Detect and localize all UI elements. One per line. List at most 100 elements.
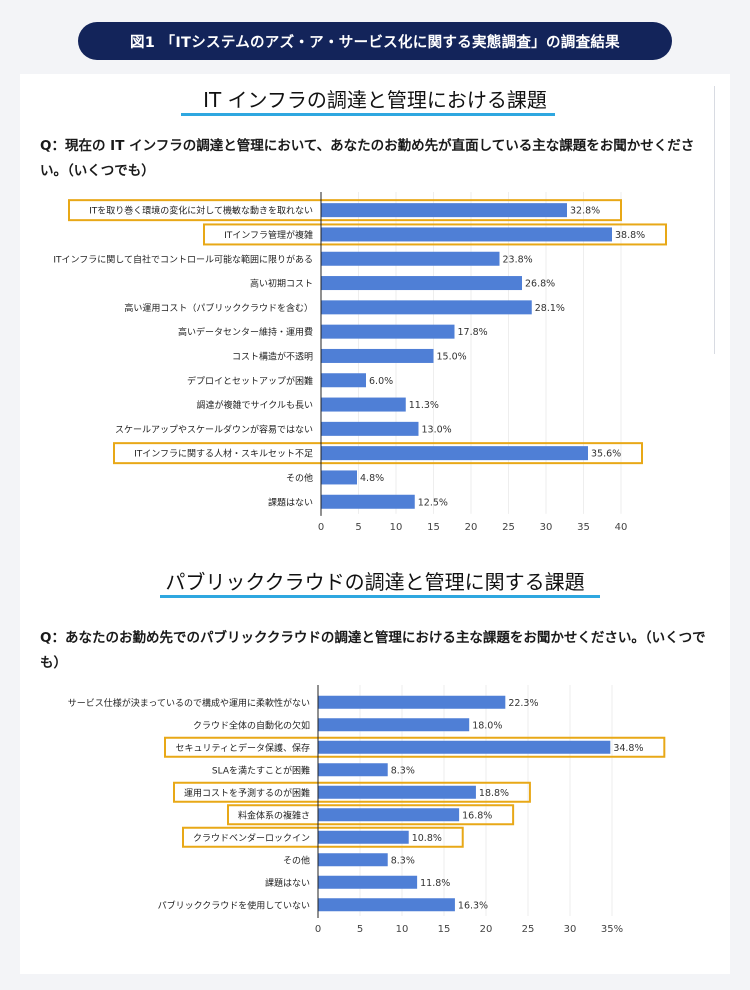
category-label: 運用コストを予測するのが困難 — [184, 787, 310, 799]
value-label: 6.0% — [369, 376, 393, 387]
highlight-box — [182, 826, 464, 848]
category-label: ITインフラ管理が複雑 — [224, 229, 313, 241]
category-label: その他 — [286, 472, 313, 484]
value-label: 32.8% — [570, 206, 600, 217]
bar — [321, 300, 532, 315]
bar — [318, 695, 506, 709]
bar — [321, 494, 415, 509]
chart-public-cloud: サービス仕様が決まっているので構成や運用に柔軟性がない 22.3% クラウド全体の自… — [68, 685, 666, 935]
x-tick-label: 25 — [502, 522, 515, 533]
value-label: 28.1% — [535, 303, 565, 314]
bar — [318, 853, 388, 867]
value-label: 11.8% — [420, 878, 450, 889]
value-label: 15.0% — [437, 351, 467, 362]
value-label: 16.3% — [458, 900, 488, 911]
x-tick-label: 0 — [315, 924, 321, 935]
section-1-question: Q：現在の IT インフラの調達と管理において、あなたのお勤め先が直面している主… — [40, 138, 695, 179]
category-label: クラウドベンダーロックイン — [193, 832, 310, 844]
value-label: 10.8% — [412, 833, 442, 844]
x-tick-label: 40 — [615, 522, 628, 533]
bar — [318, 763, 388, 777]
x-tick-label: 30 — [540, 522, 553, 533]
section-2-question: Q：あなたのお勤め先でのパブリッククラウドの調達と管理における主な課題をお聞かせ… — [40, 630, 706, 671]
section-1-underline — [181, 113, 555, 116]
category-label: 高い運用コスト（パブリッククラウドを含む） — [124, 302, 313, 314]
bar — [321, 203, 567, 218]
bar — [321, 470, 357, 485]
panel-divider — [714, 86, 715, 354]
value-label: 13.0% — [422, 424, 452, 435]
category-label: セキュリティとデータ保護、保存 — [176, 742, 310, 754]
category-label: スケールアップやスケールダウンが容易ではない — [115, 423, 313, 435]
x-tick-label: 10 — [396, 924, 409, 935]
bar — [321, 373, 366, 388]
x-tick-label: 35 — [577, 522, 590, 533]
bar — [318, 875, 418, 889]
chart-it-infrastructure: ITを取り巻く環境の変化に対して機敏な動きを取れない 32.8% ITインフラ管理が… — [53, 192, 667, 533]
bar — [321, 324, 455, 339]
value-label: 26.8% — [525, 279, 555, 290]
highlight-box — [203, 223, 667, 246]
bar — [318, 718, 470, 732]
x-tick-label: 10 — [390, 522, 403, 533]
x-tick-label: 15 — [438, 924, 451, 935]
header-banner: 図1 「ITシステムのアズ・ア・サービス化に関する実態調査」の調査結果 — [78, 22, 672, 60]
bar — [318, 808, 460, 822]
highlight-box — [68, 199, 622, 222]
category-label: 高い初期コスト — [250, 278, 313, 290]
highlight-box — [227, 804, 515, 826]
value-label: 22.3% — [508, 698, 538, 709]
section-2-underline — [160, 595, 600, 598]
bar — [318, 785, 476, 799]
value-label: 4.8% — [360, 473, 384, 484]
bar — [321, 421, 419, 436]
bar — [321, 251, 500, 266]
bar — [321, 446, 588, 461]
bar — [321, 227, 612, 242]
header-title: 図1 「ITシステムのアズ・ア・サービス化に関する実態調査」の調査結果 — [130, 34, 620, 51]
x-tick-label: 35% — [601, 924, 623, 935]
category-label: その他 — [283, 854, 310, 866]
bar — [318, 830, 409, 844]
section-2-title: パブリッククラウドの調達と管理に関する課題 — [165, 570, 585, 594]
highlight-box — [164, 736, 666, 758]
bar — [321, 348, 434, 363]
category-label: クラウド全体の自動化の欠如 — [193, 719, 310, 731]
value-label: 16.8% — [462, 810, 492, 821]
category-label: 課題はない — [268, 496, 313, 508]
value-label: 23.8% — [503, 254, 533, 265]
value-label: 38.8% — [615, 230, 645, 241]
category-label: 高いデータセンター維持・運用費 — [178, 326, 313, 338]
x-tick-label: 25 — [522, 924, 535, 935]
x-tick-label: 15 — [427, 522, 440, 533]
highlight-box — [113, 442, 643, 465]
value-label: 34.8% — [613, 743, 643, 754]
x-tick-label: 0 — [318, 522, 324, 533]
value-label: 8.3% — [391, 855, 415, 866]
value-label: 11.3% — [409, 400, 439, 411]
value-label: 18.0% — [472, 720, 502, 731]
category-label: コスト構造が不透明 — [232, 350, 313, 362]
category-label: 課題はない — [265, 877, 310, 889]
section-1-title: IT インフラの調達と管理における課題 — [203, 88, 547, 112]
category-label: ITインフラに関して自社でコントロール可能な範囲に限りがある — [53, 253, 313, 265]
category-label: ITを取り巻く環境の変化に対して機敏な動きを取れない — [89, 205, 313, 217]
category-label: 料金体系の複雑さ — [238, 809, 310, 821]
category-label: パブリッククラウドを使用していない — [158, 899, 310, 911]
bar — [321, 276, 522, 291]
bar — [318, 740, 611, 754]
category-label: 調達が複雑でサイクルも長い — [196, 399, 313, 411]
value-label: 12.5% — [418, 497, 448, 508]
x-tick-label: 20 — [465, 522, 478, 533]
value-label: 35.6% — [591, 449, 621, 460]
bar — [318, 898, 455, 912]
highlight-box — [173, 781, 531, 803]
x-tick-label: 5 — [355, 522, 361, 533]
x-tick-label: 5 — [357, 924, 363, 935]
x-tick-label: 20 — [480, 924, 493, 935]
x-tick-label: 30 — [564, 924, 577, 935]
category-label: サービス仕様が決まっているので構成や運用に柔軟性がない — [68, 697, 310, 709]
category-label: デプロイとセットアップが困難 — [187, 375, 313, 387]
value-label: 18.8% — [479, 788, 509, 799]
bar — [321, 397, 406, 412]
